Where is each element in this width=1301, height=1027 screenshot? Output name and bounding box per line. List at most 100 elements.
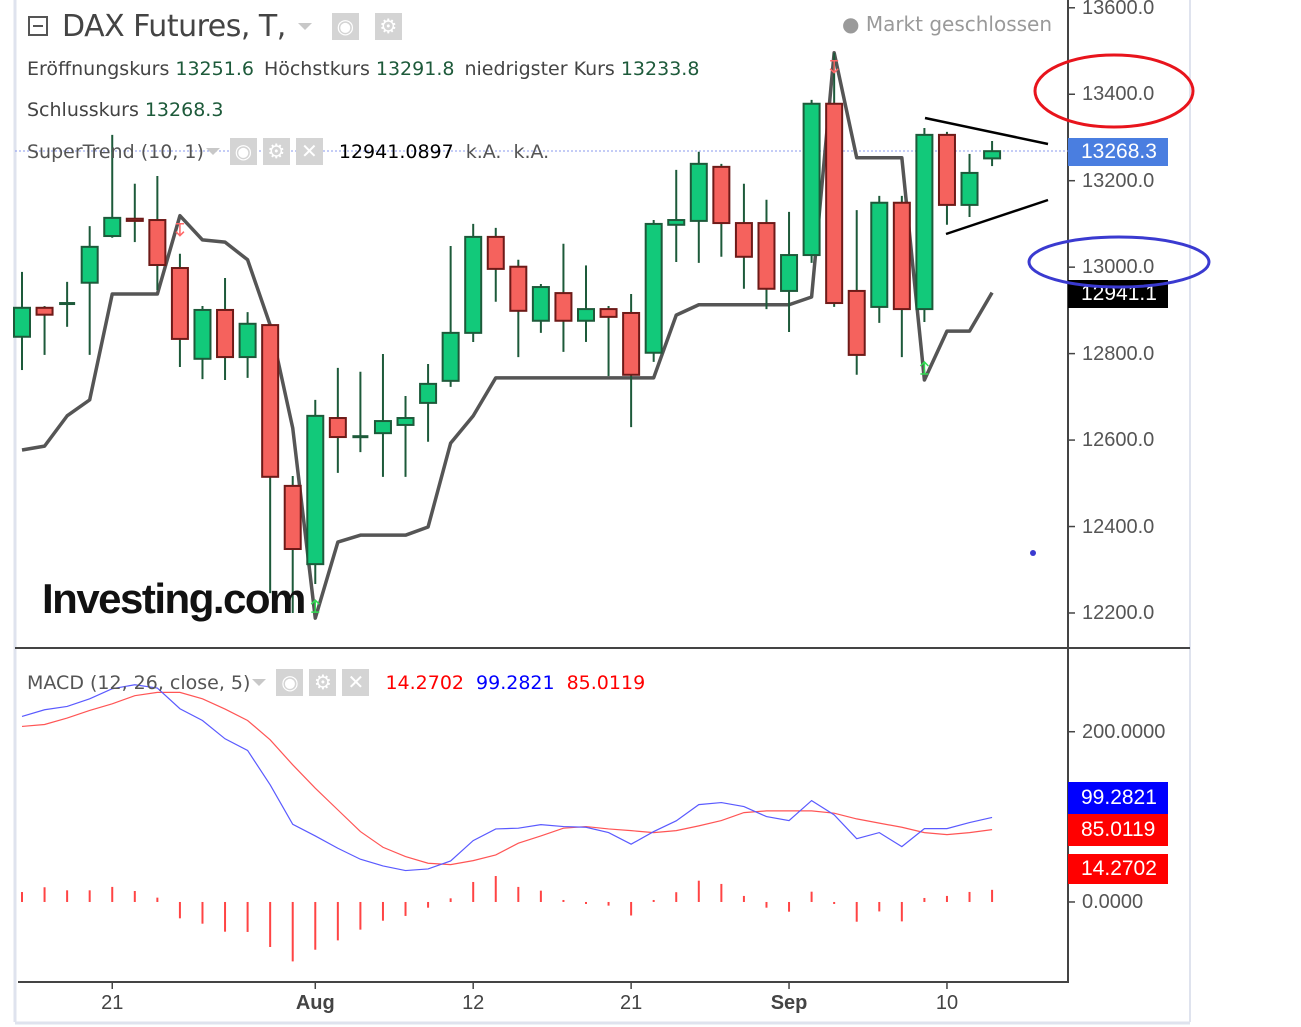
candle[interactable] [170,253,189,368]
candle-body [216,308,235,359]
candle[interactable] [870,195,889,323]
supertrend-value: 12941.0897 [338,140,454,163]
candle[interactable] [419,363,438,442]
time-axis-label: Aug [295,992,335,1014]
supertrend-label[interactable]: SuperTrend (10, 1) [27,140,204,163]
candle[interactable] [352,371,369,453]
close-icon[interactable]: ✕ [295,138,323,165]
market-status-text: Markt geschlossen [865,12,1053,36]
candle-body [599,308,618,318]
candle[interactable] [103,134,122,238]
ohlc-legend-close: Schlusskurs 13268.3 [27,99,233,121]
candle[interactable] [847,210,866,375]
histogram-tag: 14.2702 [1068,854,1168,884]
eye-icon[interactable]: ◉ [331,12,359,40]
candle[interactable] [667,169,686,262]
candle[interactable] [283,475,302,613]
chevron-down-icon[interactable] [297,22,312,30]
open-value: 13251.6 [175,58,254,80]
candle[interactable] [13,271,31,371]
supertrend-na-1: k.A. [465,140,502,163]
candle[interactable] [80,226,99,355]
candle[interactable] [328,367,347,473]
price-axis-ticks [1068,7,1075,614]
drawings[interactable] [924,116,1049,556]
candle-body [757,222,776,290]
last-price-tag: 13268.3 [1068,138,1168,166]
candle[interactable] [125,183,144,243]
supertrend-line [21,50,994,620]
candle-body [667,219,686,226]
dot-icon: ● [842,12,860,36]
candle-body [103,216,122,238]
eye-icon[interactable]: ◉ [229,138,257,165]
gear-icon[interactable]: ⚙ [309,669,337,696]
candle-body [306,414,325,566]
macd-axis-label: 0.0000 [1082,890,1144,913]
candle[interactable] [193,306,212,380]
candle[interactable] [261,324,280,594]
candle[interactable] [712,163,731,257]
candle[interactable] [915,127,934,323]
chevron-down-icon[interactable] [252,679,267,686]
candle-body [825,102,844,305]
candle[interactable] [892,195,911,358]
macd-tag: 99.2821 [1068,782,1168,814]
supertrend-signals [175,59,929,613]
candle[interactable] [825,52,844,307]
candle-body [59,302,76,306]
candle[interactable] [35,306,54,355]
candle[interactable] [734,183,753,289]
candle[interactable] [216,277,235,380]
candle[interactable] [960,153,979,218]
macd-series [21,684,994,962]
gear-icon[interactable]: ⚙ [262,138,290,165]
logo-text: Investing.com [42,575,306,622]
gear-icon[interactable]: ⚙ [374,12,402,40]
candle[interactable] [983,141,1002,167]
candle[interactable] [577,265,595,342]
candle[interactable] [509,259,528,358]
trendline-upper[interactable] [924,116,1049,146]
candle[interactable] [531,284,550,333]
collapse-icon[interactable] [28,16,48,36]
supertrend-series [21,50,994,620]
candle[interactable] [486,227,505,302]
symbol-title[interactable]: DAX Futures, T, [62,8,286,44]
candle-body [983,150,1002,160]
candle[interactable] [396,395,415,477]
close-icon[interactable]: ✕ [342,669,370,696]
price-axis-label: 12800.0 [1082,342,1155,365]
candle[interactable] [644,220,663,362]
candle-body [373,420,392,435]
chevron-down-icon[interactable] [205,148,220,155]
eye-icon[interactable]: ◉ [276,669,304,696]
ohlc-legend: Eröffnungskurs 13251.6 Höchstkurs 13291.8 … [27,58,709,80]
candle[interactable] [441,245,460,387]
market-status: ● Markt geschlossen [842,12,1052,36]
macd-label[interactable]: MACD (12, 26, close, 5) [27,671,251,694]
candle[interactable] [599,306,618,377]
candle[interactable] [757,199,776,310]
price-axis-label: 12200.0 [1082,601,1155,624]
candle[interactable] [802,99,821,263]
candle[interactable] [148,175,167,291]
candle[interactable] [780,211,799,332]
candle[interactable] [937,131,956,225]
candle-body [554,292,573,322]
candle-body [328,417,347,439]
candle[interactable] [464,223,483,342]
trendline-lower[interactable] [945,198,1049,236]
candle[interactable] [59,281,76,327]
candle[interactable] [238,312,257,378]
high-value: 13291.8 [375,58,455,80]
candle[interactable] [554,243,573,352]
supertrend-price-tag: 12941.1 [1068,280,1168,308]
candle[interactable] [689,151,708,263]
candle[interactable] [306,399,325,585]
candle[interactable] [373,354,392,477]
candle[interactable] [622,293,641,428]
annotation-dot[interactable] [1030,550,1036,556]
candle-body [870,201,889,308]
